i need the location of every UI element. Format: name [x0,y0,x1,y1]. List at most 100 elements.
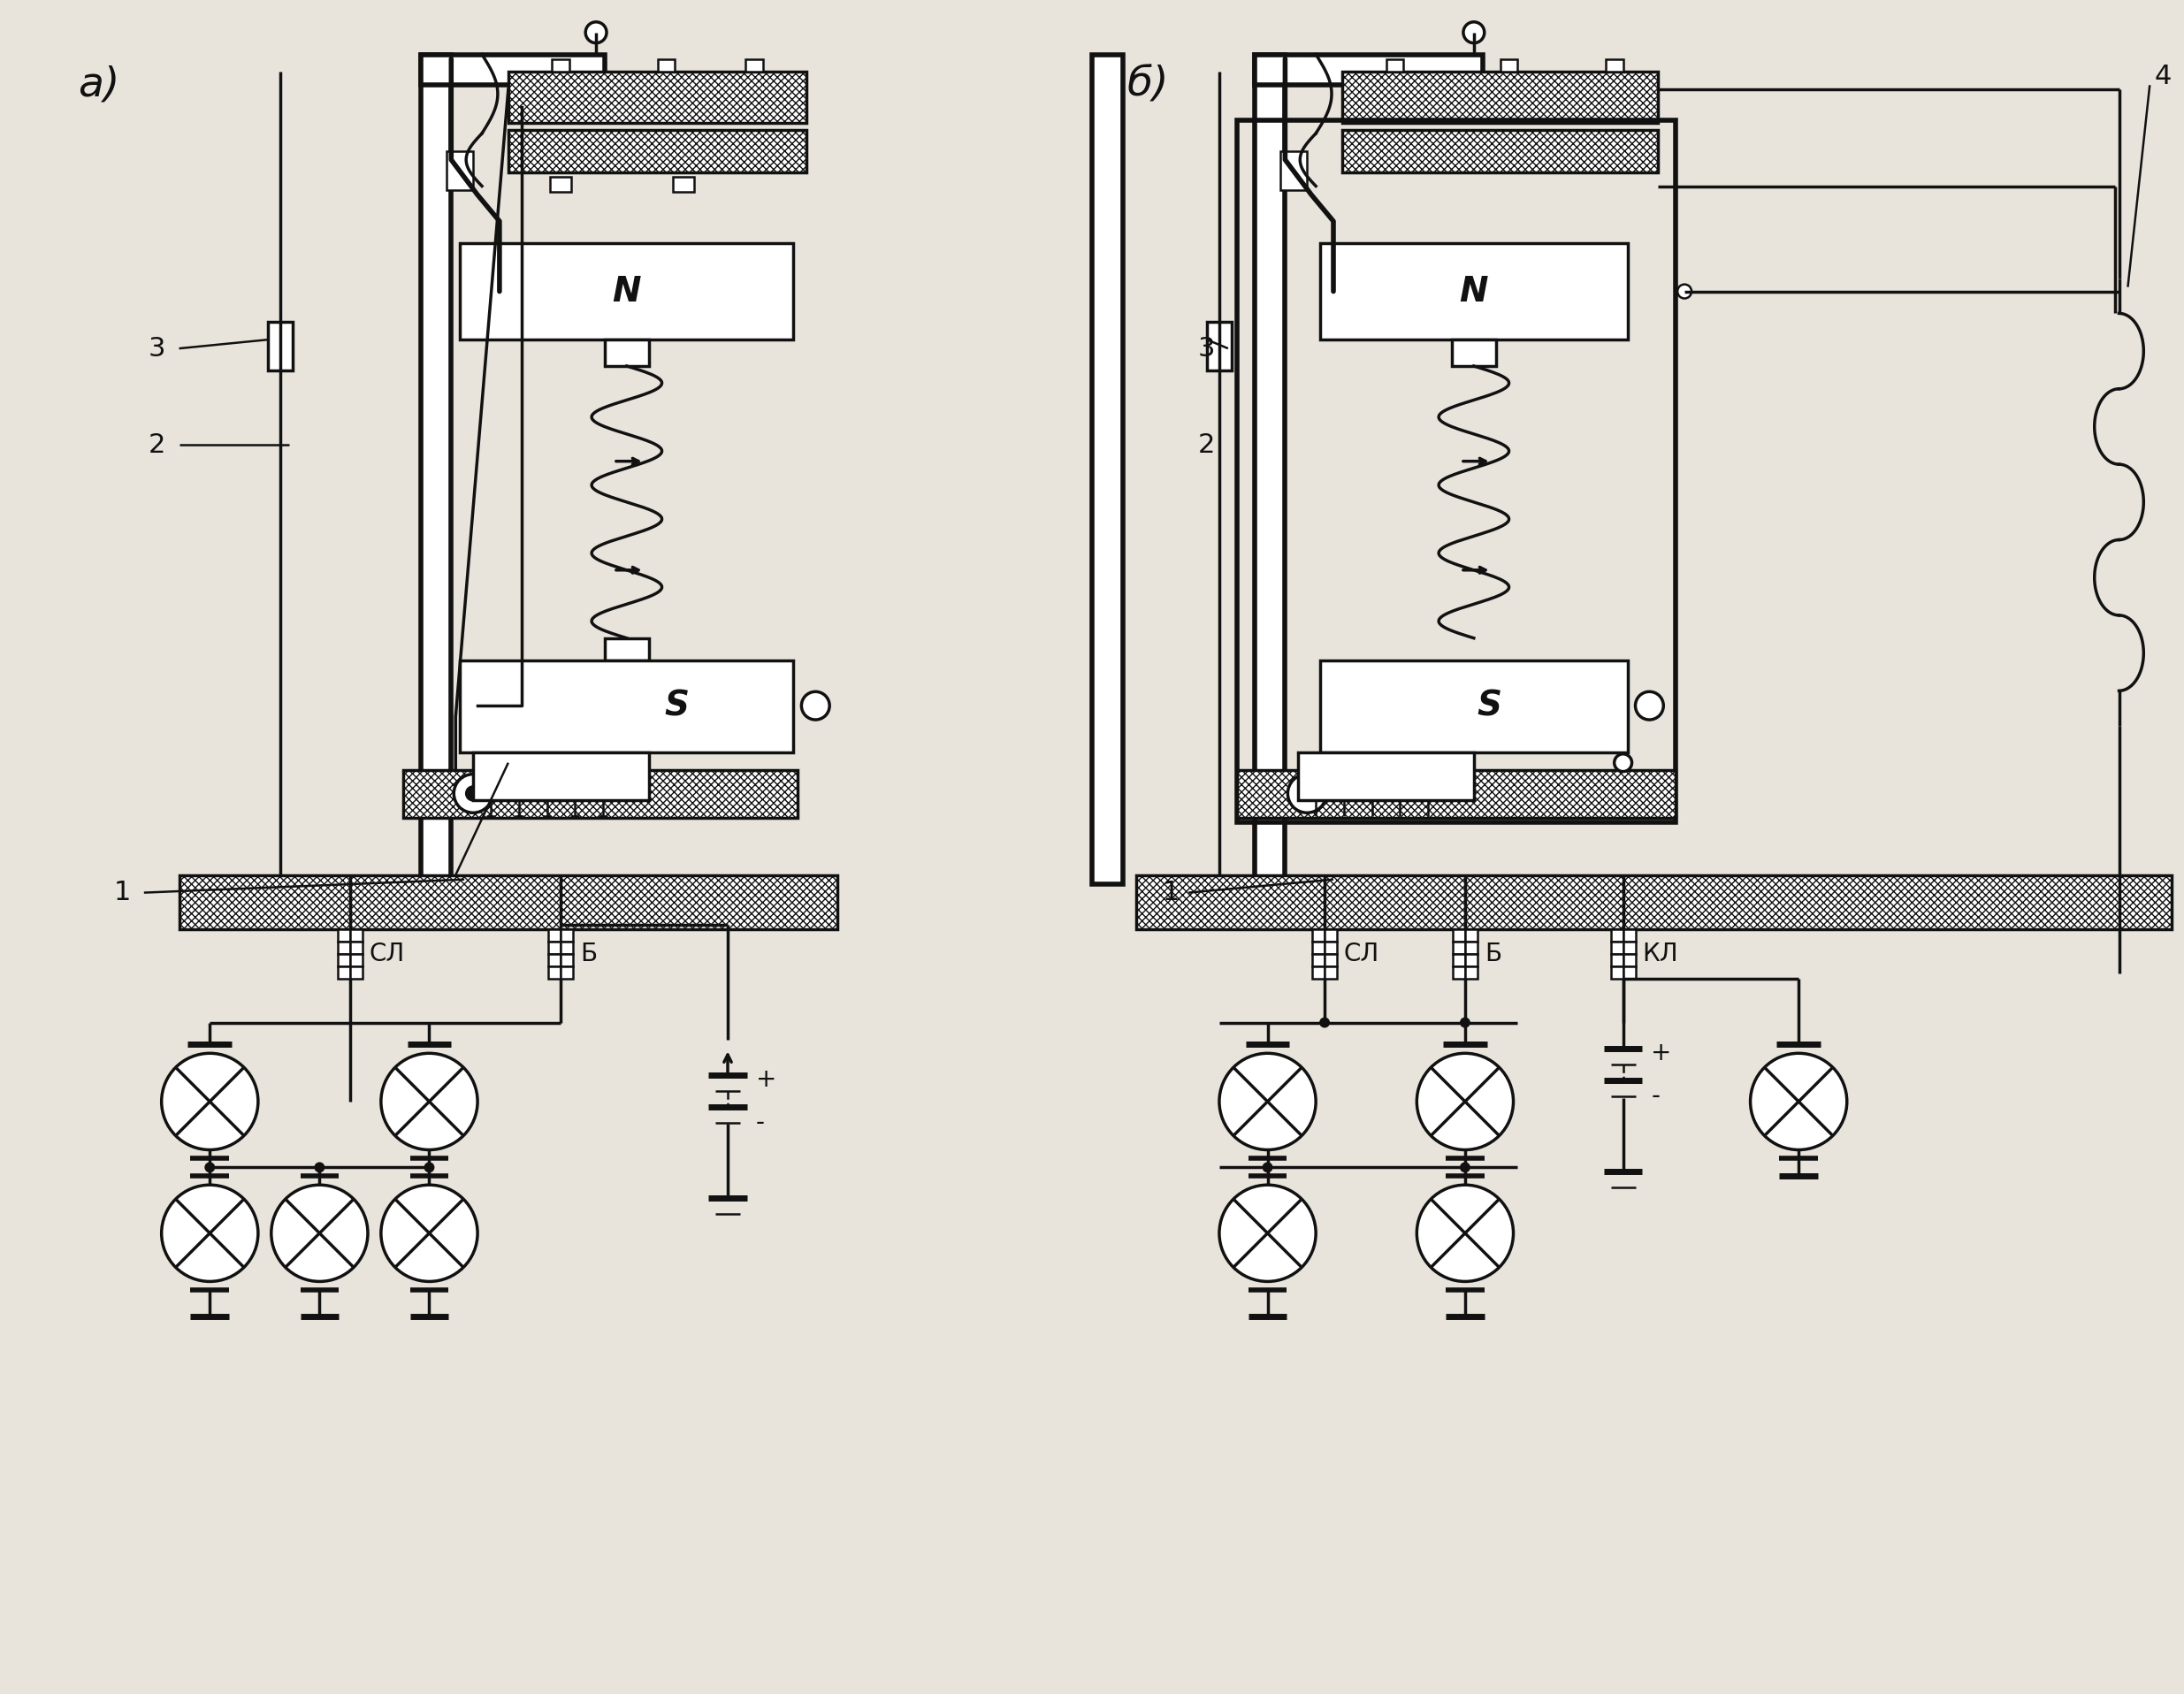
Bar [1254,54,1284,884]
Bar [1452,340,1496,366]
Circle shape [205,1162,214,1172]
Bar [1136,876,2171,930]
Bar [1313,942,1326,954]
Bar [548,942,561,954]
Bar [745,59,762,71]
Bar [448,151,474,190]
Text: +: + [1651,1040,1671,1066]
Bar [1321,244,1627,340]
Bar [461,244,793,340]
Bar [422,54,452,884]
Bar [1326,930,1337,942]
Bar [1236,769,1675,818]
Bar [605,639,649,661]
Circle shape [1636,691,1664,720]
Bar [339,954,349,966]
Bar [1452,942,1465,954]
Bar [561,966,572,979]
Bar [1612,954,1623,966]
Circle shape [585,22,607,42]
Bar [548,930,561,942]
Bar [1623,954,1636,966]
Bar [1280,151,1306,190]
Bar [1612,966,1623,979]
Circle shape [380,1054,478,1150]
Bar [1605,59,1623,71]
Bar [1343,71,1658,124]
Text: +: + [756,1067,778,1093]
Bar [1313,954,1326,966]
Bar [349,930,363,942]
Text: 2: 2 [149,432,166,457]
Bar [657,59,675,71]
Bar [1326,942,1337,954]
Circle shape [1463,22,1485,42]
Text: СЛ: СЛ [1343,942,1380,967]
Text: Б: Б [581,942,596,967]
Bar [1465,966,1476,979]
Bar [1465,942,1476,954]
Circle shape [1289,774,1326,813]
Bar [561,942,572,954]
Text: КЛ: КЛ [1642,942,1677,967]
Bar [1387,59,1404,71]
Bar [509,71,806,124]
Bar [179,876,836,930]
Bar [550,176,572,191]
Bar [1623,930,1636,942]
Circle shape [500,754,518,771]
Bar [339,942,349,954]
Bar [1623,942,1636,954]
Bar [1465,930,1476,942]
Bar [605,340,649,366]
Circle shape [162,1184,258,1281]
Circle shape [1417,1184,1514,1281]
Bar [1208,322,1232,371]
Circle shape [465,786,480,801]
Text: 1: 1 [114,879,131,906]
Bar [1452,954,1465,966]
Bar [402,769,797,818]
Circle shape [314,1162,325,1172]
Bar [349,966,363,979]
Circle shape [271,1184,367,1281]
Bar [561,930,572,942]
Bar [1452,930,1465,942]
Bar [474,752,649,801]
Text: а): а) [79,66,120,105]
Bar [548,954,561,966]
Bar [1326,954,1337,966]
Circle shape [1749,1054,1848,1150]
Bar [561,954,572,966]
Circle shape [1219,1184,1315,1281]
Circle shape [1319,1018,1330,1028]
Circle shape [1417,1054,1514,1150]
Bar [1500,59,1518,71]
Text: 4: 4 [2153,64,2171,90]
Text: S: S [1476,689,1503,723]
Circle shape [1457,754,1474,771]
Text: -: - [756,1110,764,1135]
Bar [509,130,806,173]
Bar [1612,942,1623,954]
Text: СЛ: СЛ [369,942,406,967]
Text: 2: 2 [1197,432,1214,457]
Bar [1612,930,1623,942]
Text: 3: 3 [149,335,166,361]
Bar [548,966,561,979]
Text: 3: 3 [1197,335,1214,361]
Text: S: S [664,689,690,723]
Bar [1236,120,1675,822]
Bar [1321,661,1627,752]
Circle shape [802,691,830,720]
Circle shape [424,1162,435,1172]
Text: Б: Б [1485,942,1500,967]
Circle shape [1315,754,1334,771]
Circle shape [1677,285,1693,298]
Bar [1297,752,1474,801]
Bar [553,59,570,71]
Circle shape [1614,754,1631,771]
Circle shape [1459,1018,1470,1028]
Bar [1452,966,1465,979]
Circle shape [1299,786,1315,801]
